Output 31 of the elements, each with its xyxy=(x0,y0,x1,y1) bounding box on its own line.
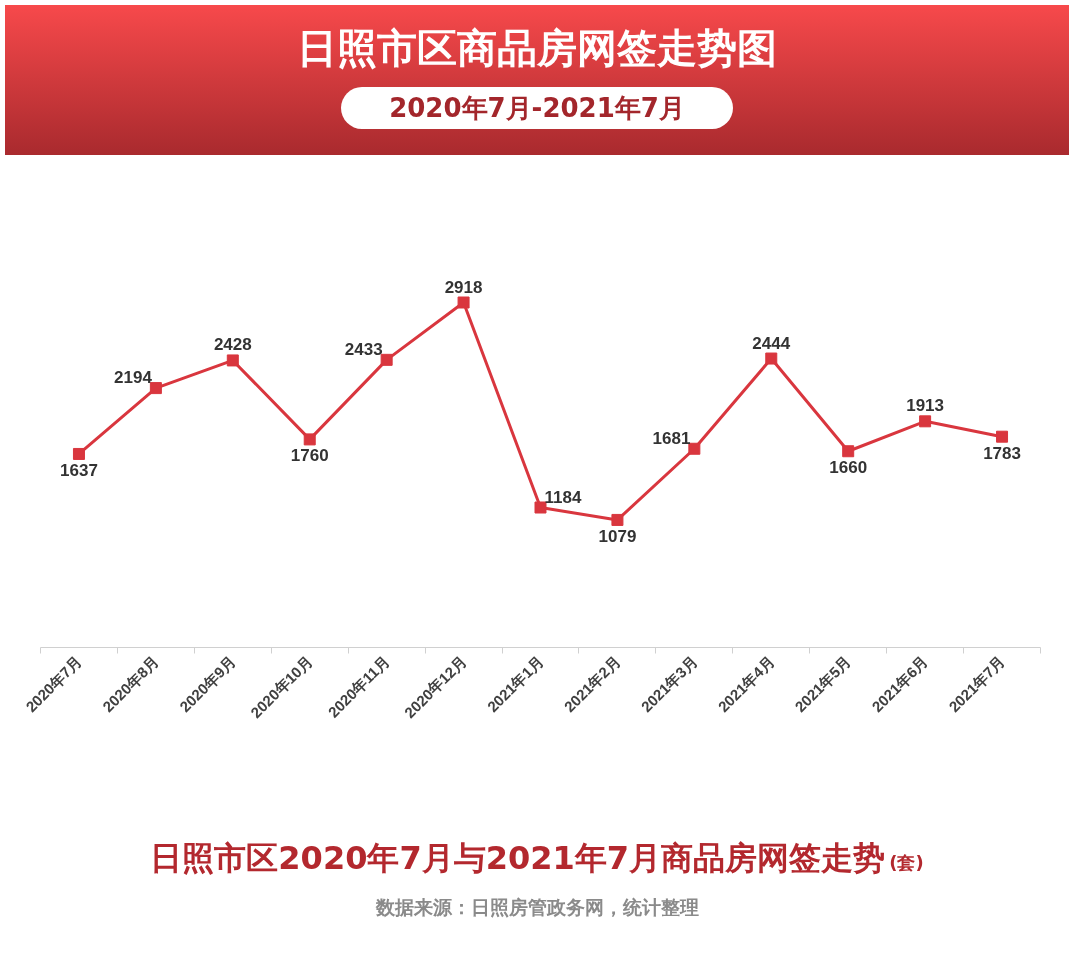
data-label: 2194 xyxy=(114,368,153,388)
data-label: 1783 xyxy=(983,443,1021,463)
data-label: 2433 xyxy=(344,339,383,359)
point xyxy=(72,447,85,460)
point xyxy=(226,354,239,367)
point xyxy=(688,442,701,455)
data-label: 1637 xyxy=(60,460,98,480)
point xyxy=(765,352,778,365)
point xyxy=(380,353,393,366)
data-label: 2428 xyxy=(213,335,252,355)
point xyxy=(919,415,932,428)
data-label: 1660 xyxy=(829,458,868,478)
text: (套) xyxy=(889,852,924,873)
text: 日照市区2020年7月与2021年7月商品房网签走势 xyxy=(150,839,885,877)
point xyxy=(457,296,470,309)
point xyxy=(534,501,547,514)
chart-subtitle: 2020年7月-2021年7月 xyxy=(341,87,733,129)
source-note: 数据来源：日照房管政务网，统计整理 xyxy=(374,895,700,920)
data-label: 1913 xyxy=(906,396,945,416)
point xyxy=(149,382,162,395)
data-label: 1760 xyxy=(290,446,329,466)
data-label: 1681 xyxy=(652,428,691,448)
data-label: 2918 xyxy=(444,277,483,297)
chart-title: 日照市区商品房网签走势图 xyxy=(296,24,778,73)
point xyxy=(303,433,316,446)
point xyxy=(996,430,1009,443)
data-label: 1079 xyxy=(598,526,637,546)
data-label: 1184 xyxy=(544,487,582,507)
point xyxy=(611,513,624,526)
point xyxy=(842,445,855,458)
data-label: 2444 xyxy=(752,333,791,353)
